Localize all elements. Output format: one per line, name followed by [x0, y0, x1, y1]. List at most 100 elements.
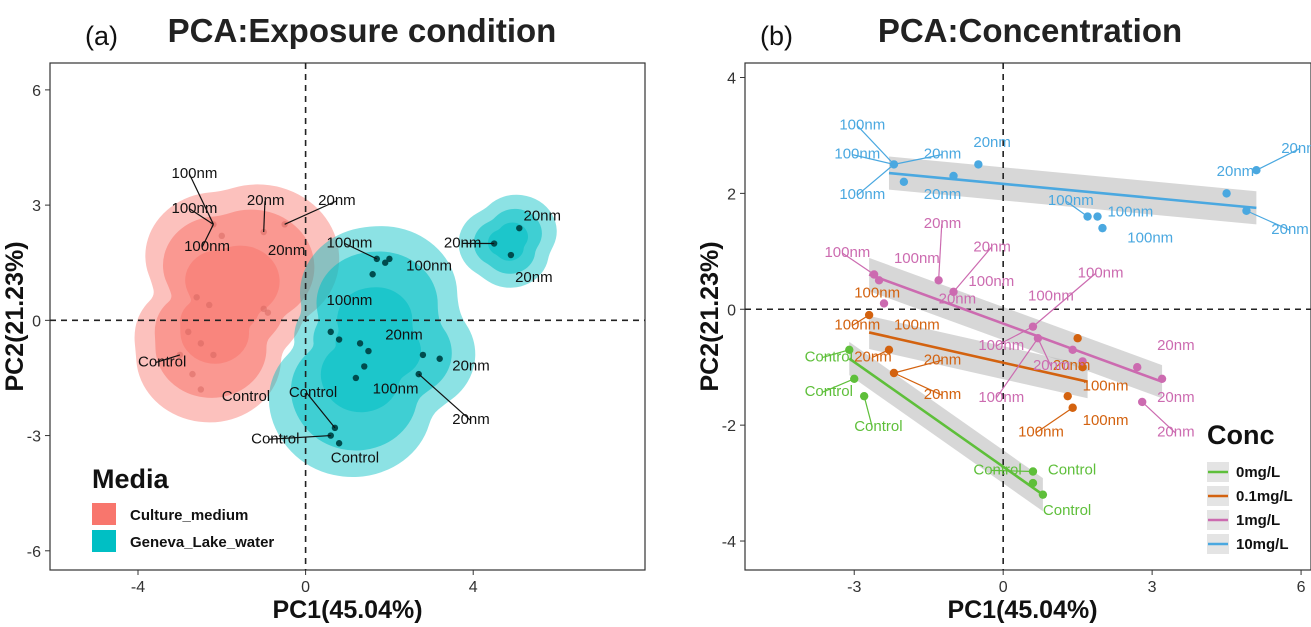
y-tick-label: 4 [727, 70, 736, 87]
point-label: 100nm [1107, 204, 1153, 221]
point-label: 100nm [184, 238, 230, 255]
chart-title: PCA:Exposure condition [168, 12, 557, 49]
data-point [874, 276, 884, 285]
data-point [1028, 467, 1038, 476]
label-leader-line [991, 469, 1033, 473]
label-leader-line [852, 154, 895, 165]
point-label: 20nm [1281, 140, 1311, 157]
data-point [382, 259, 389, 266]
label-leader-line [201, 224, 214, 248]
label-leader-line [1035, 407, 1074, 434]
point-label: 20nm [924, 351, 962, 368]
panel-label: (a) [85, 21, 118, 51]
data-point [949, 171, 958, 181]
point-label: 100nm [854, 285, 900, 302]
point-label: 20nm [854, 348, 892, 365]
point-label: 20nm [1033, 357, 1071, 374]
point-label: 20nm [247, 192, 285, 209]
data-point [260, 228, 267, 236]
point-label: 20nm [1157, 337, 1195, 354]
data-point [899, 177, 909, 186]
label-leader-line [822, 378, 855, 393]
data-point [210, 351, 217, 359]
point-label: 100nm [1078, 264, 1124, 281]
data-point [1028, 478, 1038, 488]
x-tick-label: 3 [1148, 579, 1157, 596]
point-label: Control [331, 449, 379, 466]
point-label: Control [973, 461, 1021, 478]
label-leader-line [1256, 148, 1300, 171]
point-label: 100nm [172, 200, 218, 217]
data-point [516, 224, 523, 232]
point-label: 100nm [978, 337, 1024, 354]
point-label: 100nm [1083, 377, 1129, 394]
point-label: 20nm [385, 327, 423, 344]
y-axis-label: PC2(21.23%) [696, 241, 724, 391]
point-label: 20nm [924, 186, 962, 203]
point-label: 20nm [1271, 221, 1309, 238]
x-tick-label: -4 [131, 579, 145, 596]
data-point [335, 336, 343, 343]
point-label: 20nm [973, 134, 1011, 151]
label-leader-line [306, 392, 336, 429]
label-leader-line [893, 372, 942, 396]
panel-b: (b) PCA:ConcentrationControlControlContro… [696, 12, 1311, 624]
chart-title: PCA:Concentration [878, 12, 1182, 49]
plot-frame [744, 62, 1311, 571]
data-point [206, 301, 213, 309]
point-label: 100nm [894, 317, 940, 334]
fit-line-1mg/L [868, 273, 1163, 383]
label-leader-line [893, 154, 942, 165]
label-leader-line [1141, 401, 1176, 434]
label-leader-line [269, 434, 331, 440]
x-tick-label: 0 [999, 579, 1008, 596]
label-leader-line [893, 359, 942, 374]
label-leader-line [1065, 200, 1088, 218]
legend-label-1mg/L: 1mg/L [1236, 512, 1280, 529]
point-label: Control [805, 348, 853, 365]
data-point [1068, 345, 1077, 355]
label-leader-line [996, 326, 1034, 347]
label-leader-line [1246, 210, 1290, 231]
data-point [1078, 363, 1087, 372]
point-label: 20nm [1053, 357, 1091, 374]
legend-label-10mg/L: 10mg/L [1236, 536, 1289, 553]
point-label: 100nm [1018, 424, 1064, 441]
legend-label-Geneva_Lake_water: Geneva_Lake_water [130, 534, 274, 551]
legend-label-0mg/L: 0mg/L [1236, 464, 1280, 481]
label-leader-line [852, 314, 870, 327]
data-point [1133, 363, 1142, 372]
data-point [859, 391, 869, 401]
data-point [197, 386, 205, 393]
data-point [356, 340, 364, 347]
point-label: 20nm [924, 386, 962, 403]
data-point [507, 251, 515, 259]
data-point [185, 328, 192, 336]
label-leader-line [188, 173, 214, 225]
data-point [1038, 490, 1048, 499]
point-label: 100nm [824, 244, 870, 261]
x-axis-label: PC1(45.04%) [272, 596, 422, 624]
label-leader-line [938, 224, 943, 281]
point-label: 100nm [834, 317, 880, 334]
label-leader-line [284, 200, 337, 225]
fit-line-10mg/L [888, 171, 1257, 210]
point-label: 100nm [1127, 230, 1173, 247]
label-leader-line [995, 337, 1039, 399]
plot-area: 100nm 100nm 20nm 20nm 100nm 20nm Control Contro… [50, 63, 645, 570]
data-point [419, 351, 427, 359]
x-tick-label: 6 [1297, 579, 1306, 596]
point-label: Control [854, 418, 902, 435]
label-leader-line [856, 125, 895, 165]
point-label: 20nm [1217, 163, 1255, 180]
legend: Conc 0mg/L 0.1mg/L 1mg/L 10mg/L [1198, 413, 1308, 563]
point-label: Control [138, 353, 186, 370]
data-point [361, 363, 368, 370]
point-label: 100nm [327, 234, 373, 251]
legend-swatch-Geneva_Lake_water [92, 530, 116, 552]
data-point [352, 374, 360, 382]
y-tick-label: -3 [27, 429, 41, 446]
label-leader-line [1032, 272, 1097, 328]
data-point [864, 310, 874, 320]
point-label: 20nm [973, 238, 1011, 255]
